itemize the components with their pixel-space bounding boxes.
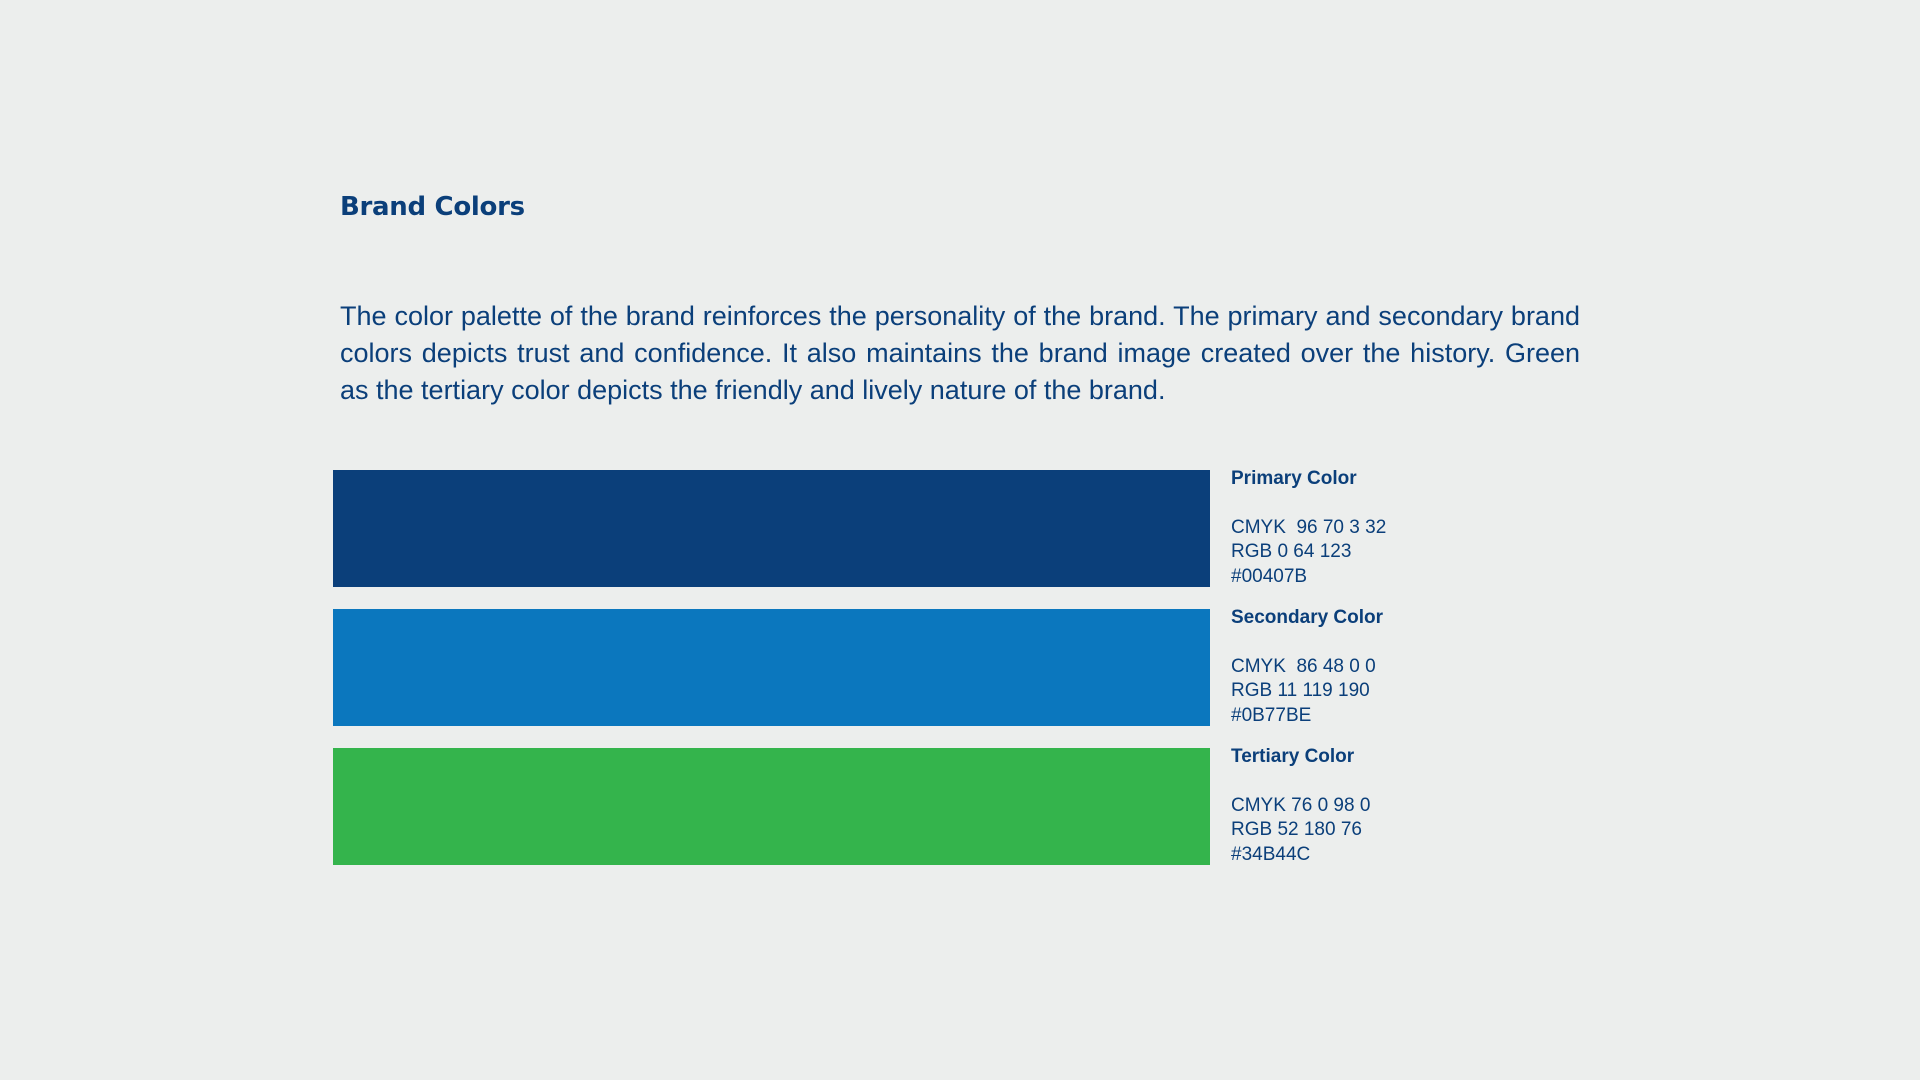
primary-color-info: Primary Color CMYK 96 70 3 32 RGB 0 64 1… <box>1231 467 1491 589</box>
primary-color-hex: #00407B <box>1231 565 1308 587</box>
tertiary-color-rgb: RGB 52 180 76 <box>1231 819 1362 840</box>
primary-color-row: Primary Color CMYK 96 70 3 32 RGB 0 64 1… <box>333 468 1433 587</box>
intro-paragraph: The color palette of the brand reinforce… <box>340 301 1580 405</box>
secondary-color-cmyk: CMYK 86 48 0 0 <box>1231 655 1376 677</box>
tertiary-color-swatch <box>333 748 1210 865</box>
tertiary-color-info: Tertiary Color CMYK 76 0 98 0 RGB 52 180… <box>1231 745 1491 867</box>
tertiary-color-row: Tertiary Color CMYK 76 0 98 0 RGB 52 180… <box>333 746 1433 865</box>
color-swatch-list: Primary Color CMYK 96 70 3 32 RGB 0 64 1… <box>333 468 1433 865</box>
page-title: Brand Colors <box>340 192 525 222</box>
primary-color-cmyk: CMYK 96 70 3 32 <box>1231 516 1387 538</box>
secondary-color-rgb: RGB 11 119 190 <box>1231 680 1370 701</box>
secondary-color-row: Secondary Color CMYK 86 48 0 0 RGB 11 11… <box>333 607 1433 726</box>
tertiary-color-hex: #34B44C <box>1231 843 1311 865</box>
primary-color-swatch <box>333 470 1210 587</box>
primary-color-name: Primary Color <box>1231 468 1357 489</box>
tertiary-color-cmyk: CMYK 76 0 98 0 <box>1231 794 1371 816</box>
secondary-color-swatch <box>333 609 1210 726</box>
secondary-color-hex: #0B77BE <box>1231 704 1312 726</box>
primary-color-rgb: RGB 0 64 123 <box>1231 541 1352 562</box>
secondary-color-name: Secondary Color <box>1231 607 1384 628</box>
secondary-color-info: Secondary Color CMYK 86 48 0 0 RGB 11 11… <box>1231 606 1491 728</box>
tertiary-color-name: Tertiary Color <box>1231 746 1355 767</box>
